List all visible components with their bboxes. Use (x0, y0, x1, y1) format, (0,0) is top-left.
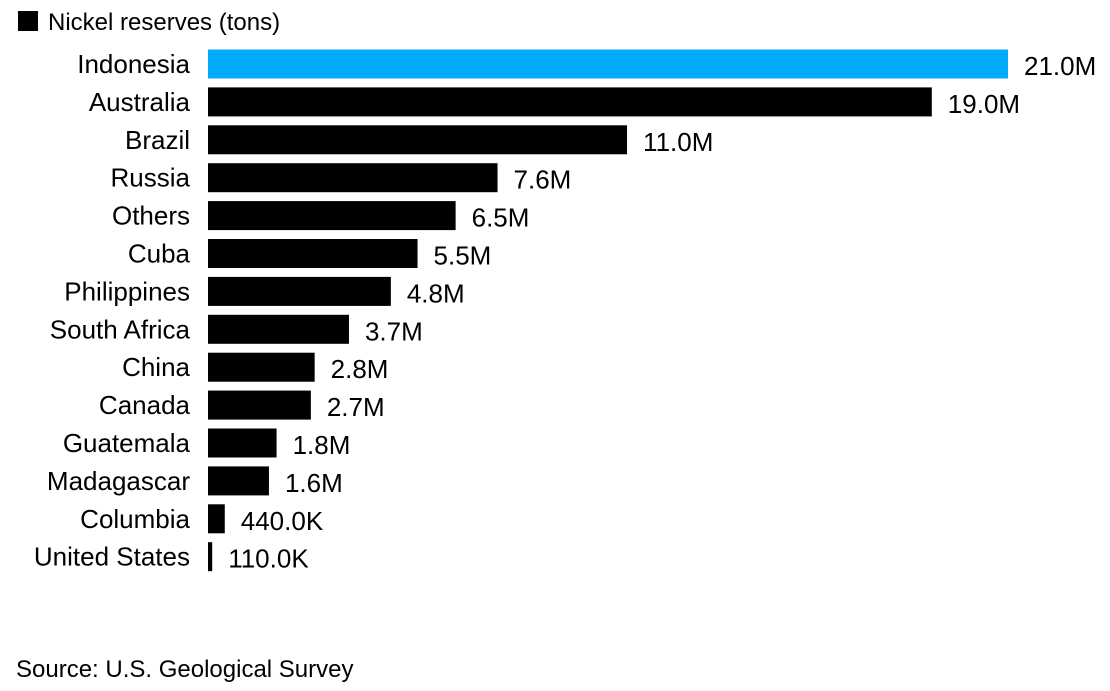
bar-australia (208, 87, 932, 117)
category-label: Philippines (64, 276, 190, 306)
value-label: 7.6M (514, 165, 572, 195)
value-label: 6.5M (472, 203, 530, 233)
legend: Nickel reserves (tons) (18, 9, 280, 36)
bar-guatemala (208, 428, 277, 458)
category-label: United States (34, 542, 190, 572)
value-label: 11.0M (643, 127, 713, 157)
legend-label: Nickel reserves (tons) (48, 9, 280, 36)
bar-brazil (208, 125, 628, 155)
value-label: 110.0K (228, 544, 309, 574)
bar-philippines (208, 276, 391, 306)
bars: Indonesia 21.0M Australia 19.0M Brazil 11.0M R… (34, 49, 1096, 574)
category-label: Canada (99, 390, 191, 420)
category-label: Brazil (125, 125, 190, 155)
bar-cuba (208, 239, 418, 268)
bar-china (208, 352, 315, 382)
value-label: 21.0M (1024, 51, 1096, 81)
value-label: 440.0K (241, 506, 324, 536)
category-label: Columbia (80, 504, 190, 534)
bar-south-africa (208, 314, 349, 344)
category-label: South Africa (50, 314, 191, 344)
bar-united-states (208, 542, 213, 572)
legend-swatch (18, 11, 38, 31)
category-label: Cuba (128, 239, 191, 269)
category-label: Others (112, 201, 190, 231)
category-label: Indonesia (77, 49, 190, 79)
value-label: 2.8M (331, 354, 389, 384)
bar-columbia (208, 504, 225, 534)
category-label: Madagascar (47, 466, 190, 496)
bar-indonesia (208, 49, 1008, 79)
bar-others (208, 201, 456, 231)
source-note: Source: U.S. Geological Survey (16, 656, 354, 683)
category-label: Guatemala (63, 428, 191, 458)
value-label: 1.6M (285, 468, 343, 498)
bar-madagascar (208, 466, 269, 496)
value-label: 4.8M (407, 278, 465, 308)
value-label: 19.0M (948, 89, 1020, 119)
bar-canada (208, 390, 311, 420)
category-label: Australia (89, 87, 191, 117)
category-label: China (122, 352, 190, 382)
bar-russia (208, 163, 498, 193)
value-label: 1.8M (293, 430, 351, 460)
value-label: 2.7M (327, 392, 385, 422)
value-label: 5.5M (434, 241, 492, 271)
category-label: Russia (111, 163, 191, 193)
value-label: 3.7M (365, 316, 423, 346)
